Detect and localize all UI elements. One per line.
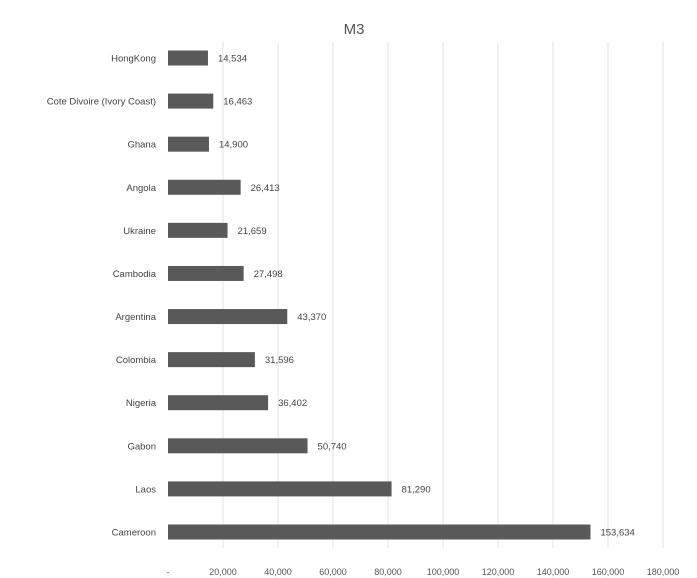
bar (168, 179, 241, 195)
chart-title: M3 (344, 21, 365, 38)
category-labels: Cameroon Laos Gabon Nigeria Colombia Argentin… (47, 54, 157, 539)
category-label: Gabon (127, 441, 156, 452)
bar (168, 222, 228, 238)
x-tick-label: - (167, 567, 170, 577)
data-label: 36,402 (278, 398, 307, 409)
x-tick-label: 180,000 (647, 567, 680, 577)
data-label: 43,370 (297, 312, 326, 323)
x-tick-label: 160,000 (592, 567, 625, 577)
x-tick-label: 140,000 (537, 567, 570, 577)
data-label: 31,596 (265, 355, 294, 366)
x-tick-label: 100,000 (427, 567, 460, 577)
bar (168, 309, 288, 325)
category-label: Cote Divoire (Ivory Coast) (47, 97, 156, 108)
x-axis-ticks: - 20,000 40,000 60,000 80,000 100,000 120,000 1… (167, 567, 680, 577)
category-label: Ghana (127, 140, 156, 151)
category-label: HongKong (111, 54, 156, 65)
bars (168, 50, 591, 540)
data-label: 81,290 (402, 484, 431, 495)
x-tick-label: 40,000 (264, 567, 292, 577)
x-tick-label: 80,000 (374, 567, 402, 577)
category-label: Angola (126, 183, 156, 194)
data-label: 50,740 (318, 441, 347, 452)
bar (168, 438, 308, 454)
data-label: 21,659 (238, 226, 267, 237)
bar (168, 136, 209, 152)
bar (168, 524, 591, 540)
bar (168, 50, 208, 66)
x-tick-label: 60,000 (319, 567, 347, 577)
category-label: Nigeria (126, 398, 157, 409)
bar (168, 481, 392, 497)
bar (168, 265, 244, 281)
category-label: Colombia (116, 355, 157, 366)
bar (168, 395, 269, 411)
x-tick-label: 120,000 (482, 567, 515, 577)
category-label: Ukraine (123, 226, 156, 237)
gridlines (222, 42, 664, 548)
data-label: 27,498 (254, 269, 283, 280)
category-label: Cambodia (113, 269, 157, 280)
data-label: 153,634 (600, 528, 634, 539)
category-label: Cameroon (112, 528, 156, 539)
data-label: 14,900 (219, 140, 248, 151)
category-label: Argentina (115, 312, 156, 323)
bar (168, 93, 214, 109)
bar (168, 352, 255, 368)
x-tick-label: 20,000 (209, 567, 237, 577)
data-label: 14,534 (218, 54, 247, 65)
category-label: Laos (135, 484, 156, 495)
data-labels: 153,634 81,290 50,740 36,402 31,596 43,370 27,… (218, 54, 635, 539)
data-label: 16,463 (223, 97, 252, 108)
data-label: 26,413 (251, 183, 280, 194)
